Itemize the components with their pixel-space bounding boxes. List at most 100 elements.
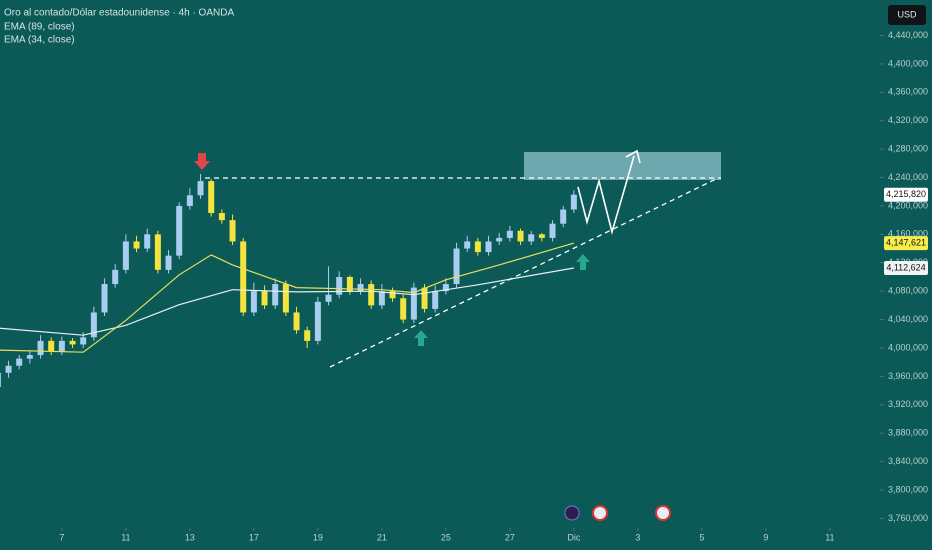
candle-body (517, 230, 524, 242)
candle-body (240, 241, 247, 313)
event-icon[interactable] (592, 505, 608, 521)
price-label: 4,215,820 (886, 189, 926, 199)
x-tick-label: 21 (377, 532, 387, 542)
y-tick-label: 4,280,000 (888, 144, 928, 154)
x-tick-label: 19 (313, 532, 323, 542)
event-icon[interactable] (564, 505, 580, 521)
y-tick-label: 4,200,000 (888, 200, 928, 210)
ema-line (0, 267, 575, 336)
candle-body (346, 276, 353, 292)
candle-body (453, 248, 460, 285)
y-tick-label: 4,360,000 (888, 87, 928, 97)
candle-body (101, 284, 108, 313)
price-label-box (884, 260, 928, 275)
candle-body (186, 195, 193, 206)
y-tick-label: 3,960,000 (888, 371, 928, 381)
x-tick-label: 11 (825, 532, 834, 542)
y-tick-label: 4,240,000 (888, 172, 928, 182)
candle-body (506, 230, 513, 238)
candle-body (133, 241, 140, 249)
candle-body (442, 284, 449, 292)
target-zone (524, 152, 721, 180)
candle-body (218, 213, 225, 221)
candle-body (165, 255, 172, 270)
plot-area (194, 149, 721, 368)
x-tick-label: 17 (249, 532, 259, 542)
price-label-box (884, 236, 928, 251)
candle-body (37, 340, 44, 356)
candle-body (122, 241, 129, 270)
candle-body (410, 287, 417, 320)
x-tick-label: 5 (699, 532, 704, 542)
candle-body (464, 241, 471, 249)
candle-body (154, 234, 161, 270)
candle-body (229, 220, 236, 242)
candle-body (314, 301, 321, 341)
candle-body (389, 291, 396, 299)
y-tick-label: 3,760,000 (888, 513, 928, 523)
ema-line (0, 242, 575, 353)
y-tick-label: 4,080,000 (888, 286, 928, 296)
candle-body (293, 312, 300, 331)
candle-body (48, 340, 55, 352)
candle-body (80, 337, 87, 345)
y-tick-label: 4,440,000 (888, 30, 928, 40)
price-label-box (884, 187, 928, 202)
legend-entry: EMA (34, close) (4, 35, 75, 46)
legend-entry: EMA (89, close) (4, 22, 75, 33)
candle-body (421, 287, 428, 309)
candle-body (208, 181, 215, 214)
currency-box (888, 5, 926, 25)
projection-arrowhead (625, 149, 641, 164)
candle-body (250, 291, 257, 313)
x-tick-label: 11 (121, 532, 130, 542)
chart-title: Oro al contado/Dólar estadounidense · 4h… (4, 8, 234, 19)
x-tick-label: 3 (635, 532, 640, 542)
candle-body (69, 340, 76, 345)
candle-body (336, 276, 343, 295)
candle-body (26, 355, 33, 359)
candle-body (357, 284, 364, 292)
candle-body (325, 294, 332, 302)
y-tick-label: 4,320,000 (888, 115, 928, 125)
candle-body (400, 298, 407, 320)
candle-body (496, 237, 503, 242)
candle-body (282, 284, 289, 313)
candle-body (432, 291, 439, 309)
candle-body (112, 269, 119, 285)
candle-body (197, 181, 204, 196)
candle-body (0, 372, 1, 388)
candle-body (58, 340, 65, 352)
candle-body (5, 365, 12, 373)
up-arrow (414, 330, 428, 346)
event-icon[interactable] (655, 505, 671, 521)
candle-body (272, 284, 279, 306)
candles (0, 173, 577, 388)
x-tick-label: 9 (763, 532, 768, 542)
candle-body (549, 223, 556, 238)
y-tick-label: 4,040,000 (888, 314, 928, 324)
currency: USD (897, 9, 917, 19)
event-icons (564, 505, 671, 521)
candle-body (261, 291, 268, 306)
candle-body (378, 291, 385, 306)
up-arrow (576, 254, 590, 270)
y-tick-label: 4,000,000 (888, 342, 928, 352)
candle-body (570, 194, 577, 210)
candle-body (528, 234, 535, 242)
price-label: 4,147,621 (886, 238, 926, 248)
candle-body (176, 205, 183, 256)
x-tick-label: Dic (567, 532, 580, 542)
candle-body (16, 358, 23, 366)
x-tick-label: 7 (59, 532, 64, 542)
candle-body (474, 241, 481, 253)
candle-body (304, 330, 311, 341)
x-tick-label: 25 (441, 532, 451, 542)
price-label: 4,112,624 (886, 262, 925, 272)
candle-body (485, 241, 492, 253)
x-tick-label: 27 (505, 532, 515, 542)
y-tick-label: 3,880,000 (888, 428, 928, 438)
candle-body (144, 234, 151, 249)
projection-path (577, 155, 635, 236)
